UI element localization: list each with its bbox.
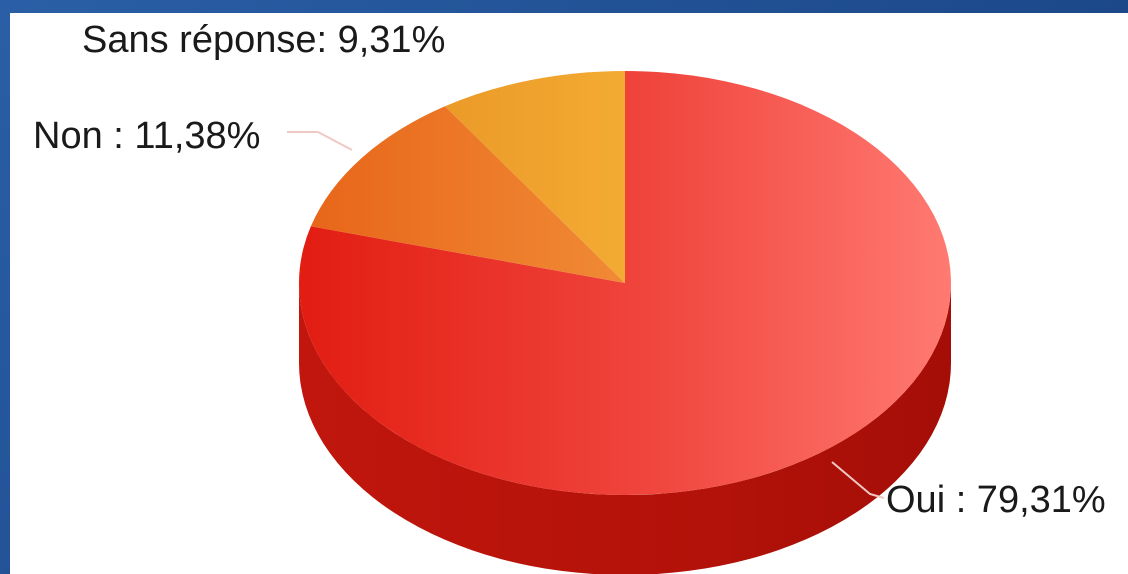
label-non: Non : 11,38% (33, 115, 260, 157)
label-oui: Oui : 79,31% (886, 479, 1106, 521)
label-sans-reponse: Sans réponse: 9,31% (82, 19, 445, 61)
leader-line (831, 461, 885, 499)
pie-slice-non (310, 106, 625, 283)
pie-slice-sans-reponse (444, 71, 625, 283)
pie-side-wall (299, 283, 951, 574)
leader-line (287, 131, 353, 151)
